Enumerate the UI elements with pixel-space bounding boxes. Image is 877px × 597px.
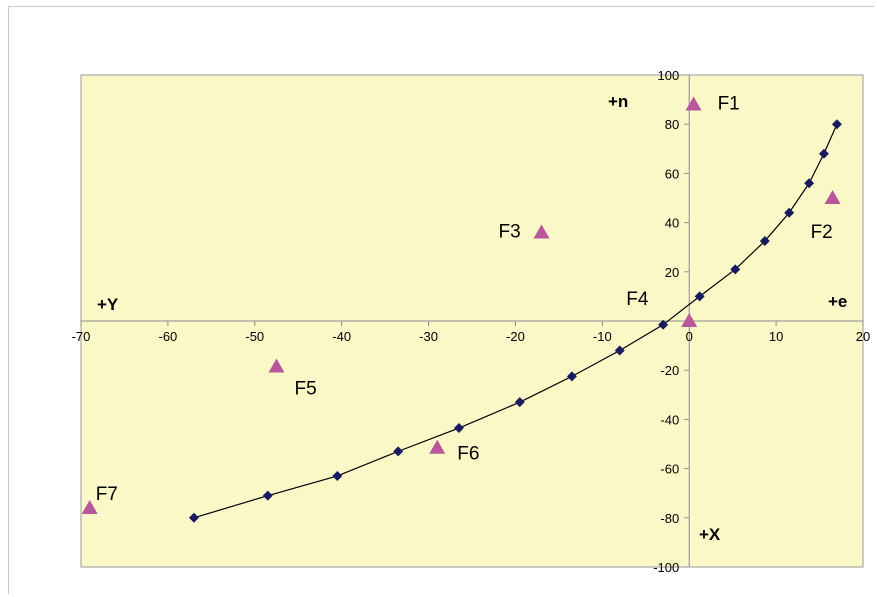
y-tick-label: -60 [660, 462, 679, 477]
y-tick-label: -40 [660, 412, 679, 427]
data-point-diamond [658, 319, 669, 330]
data-point-diamond [453, 423, 464, 434]
data-point-diamond [831, 119, 842, 130]
y-tick-label: -100 [653, 560, 679, 575]
data-point-triangle [681, 313, 698, 327]
data-point-diamond [784, 207, 795, 218]
point-labels-group: F1 F2 F3 F4 F5 F6 F7 [96, 94, 833, 505]
series-line-group [193, 123, 838, 519]
data-point-diamond [614, 345, 625, 356]
data-point-triangle [824, 190, 841, 204]
data-point-triangle [685, 96, 702, 111]
point-label: F6 [457, 444, 479, 465]
data-point-diamond [566, 371, 577, 382]
y-tick-label: -80 [660, 511, 679, 526]
y-tick-label: 80 [665, 117, 679, 132]
point-label: F5 [295, 379, 317, 400]
y-tick-label: -20 [660, 363, 679, 378]
data-point-diamond [759, 236, 770, 247]
point-label: F2 [811, 222, 833, 243]
x-tick-label: -20 [506, 329, 525, 344]
x-tick-label: -50 [245, 329, 264, 344]
tick-marks [80, 74, 864, 568]
data-point-diamond [818, 148, 829, 159]
point-label: F3 [499, 221, 521, 242]
point-label: F7 [96, 484, 118, 505]
data-point-triangle [81, 499, 98, 514]
x-tick-label: -10 [593, 329, 612, 344]
markers-group [81, 96, 842, 523]
x-tick-label: -30 [419, 329, 438, 344]
axis-label-north: +n [608, 92, 628, 111]
point-label: F4 [626, 289, 649, 310]
x-tick-label: 0 [686, 329, 693, 344]
axis-label-east: +e [828, 292, 847, 311]
point-label: F1 [718, 94, 740, 115]
data-point-diamond [262, 490, 273, 501]
axis-label-south: +X [699, 525, 721, 544]
tick-labels: -70 -60 -50 -40 -30 -20 -10 0 10 20-100-80-60-40-… [72, 68, 871, 575]
data-point-triangle [268, 358, 285, 373]
data-point-diamond [694, 291, 705, 302]
x-tick-label: -70 [72, 329, 91, 344]
data-point-diamond [804, 178, 815, 189]
data-point-diamond [332, 470, 343, 481]
x-tick-label: 20 [856, 329, 870, 344]
axis-label-west: +Y [97, 295, 119, 314]
y-tick-label: 40 [665, 216, 679, 231]
x-tick-label: -60 [158, 329, 177, 344]
data-point-diamond [188, 512, 199, 523]
data-point-triangle [533, 224, 550, 239]
series-line [193, 123, 838, 519]
y-tick-label: 60 [665, 166, 679, 181]
data-point-diamond [393, 446, 404, 457]
y-tick-label: 20 [665, 265, 679, 280]
chart-frame [8, 6, 874, 594]
y-tick-label: 100 [658, 68, 680, 83]
data-point-triangle [429, 439, 446, 454]
data-point-diamond [514, 397, 525, 408]
x-tick-label: 10 [769, 329, 783, 344]
x-tick-label: -40 [332, 329, 351, 344]
data-point-diamond [730, 264, 741, 275]
